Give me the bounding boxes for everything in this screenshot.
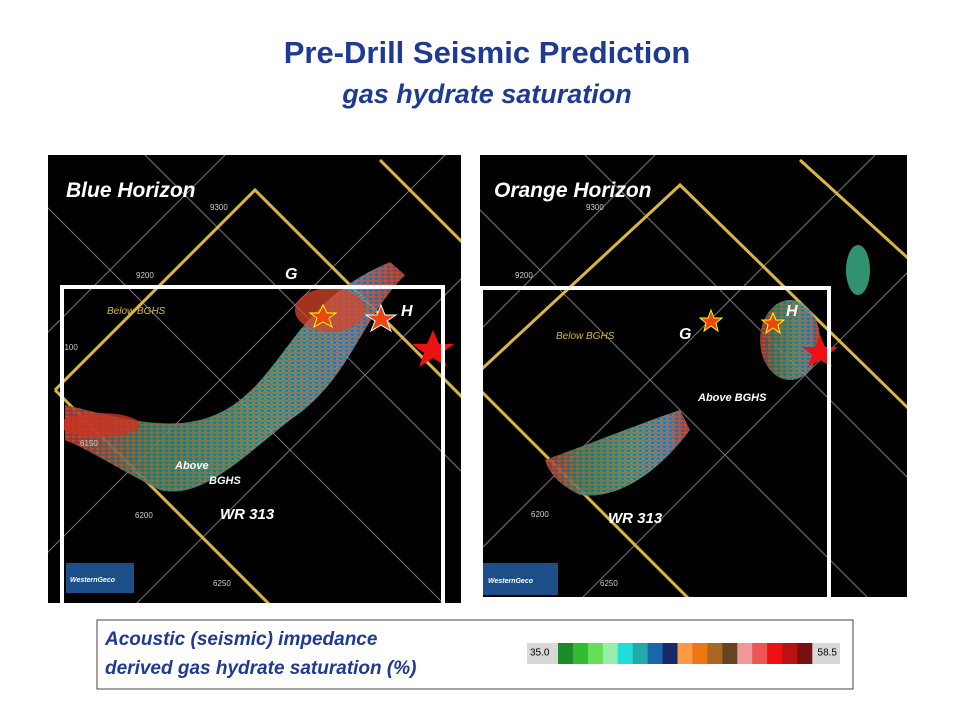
panel-orange: 9300 9200 6200 6250 WesternGeco Orange H… [479, 155, 907, 602]
colorbar-swatch [797, 643, 813, 664]
map: 9300 9200 6100 6150 6200 6250 [48, 155, 461, 603]
panel-label: Orange Horizon [494, 179, 652, 202]
panel-bg [48, 155, 461, 603]
grid-label: 6100 [60, 343, 78, 352]
colorbar-swatch [692, 643, 708, 664]
grid-label: 9200 [136, 271, 154, 280]
title: Pre-Drill Seismic Prediction [284, 35, 691, 70]
legend: Acoustic (seismic) impedance derived gas… [96, 619, 854, 690]
grid-label: 9300 [586, 203, 604, 212]
colorbar-swatch [602, 643, 619, 664]
colorbar-swatch [782, 643, 798, 664]
zone-label: Above BGHS [697, 392, 767, 404]
colorbar-swatch [737, 643, 753, 664]
zone-label: BGHS [209, 475, 241, 487]
point-label: H [786, 303, 798, 320]
colorbar-swatch [752, 643, 768, 664]
subtitle: gas hydrate saturation [341, 79, 632, 109]
point-label: H [401, 303, 413, 320]
colorbar-swatch [767, 643, 783, 664]
colorbar-swatch [617, 643, 634, 664]
colorbar-swatch [722, 643, 738, 664]
point-label: G [679, 326, 691, 343]
colorbar-swatch [632, 643, 648, 664]
area-box [479, 286, 831, 602]
grid-label: 6150 [80, 439, 98, 448]
colorbar-swatch [572, 643, 589, 664]
area-box [60, 285, 445, 609]
colorbar-swatch [647, 643, 663, 664]
grid-label: 6200 [135, 511, 153, 520]
zone-label: Above [174, 460, 209, 472]
panel-bg [480, 155, 907, 597]
logo-box [66, 563, 134, 593]
logo: WesternGeco [70, 577, 116, 584]
logo-box [483, 563, 558, 595]
colorbar-max: 58.5 [818, 648, 838, 659]
colorbar-swatch [662, 643, 678, 664]
panel-blue: 9300 9200 6100 6150 6200 6250 WesternGec… [48, 155, 461, 609]
block-label: WR 313 [608, 510, 663, 527]
colorbar-swatch [587, 643, 604, 664]
grid-label: 6200 [531, 510, 549, 519]
legend-caption: derived gas hydrate saturation (%) [105, 658, 416, 679]
block-label: WR 313 [220, 506, 275, 523]
point-label: G [285, 266, 297, 283]
grid-label: 9200 [515, 271, 533, 280]
panel-label: Blue Horizon [66, 179, 196, 202]
colorbar-min: 35.0 [530, 648, 550, 659]
legend-caption: Acoustic (seismic) impedance [104, 629, 378, 650]
colorbar-swatch [707, 643, 723, 664]
grid-label: 6250 [213, 579, 231, 588]
logo: WesternGeco [488, 578, 534, 585]
colorbar-swatch [558, 643, 574, 664]
grid-label: 6250 [600, 579, 618, 588]
map: 9300 9200 6200 6250 [480, 155, 907, 597]
grid-label: 9300 [210, 203, 228, 212]
zone-label: Below BGHS [107, 306, 166, 317]
zone-label: Below BGHS [556, 331, 615, 342]
colorbar-swatch [677, 643, 693, 664]
